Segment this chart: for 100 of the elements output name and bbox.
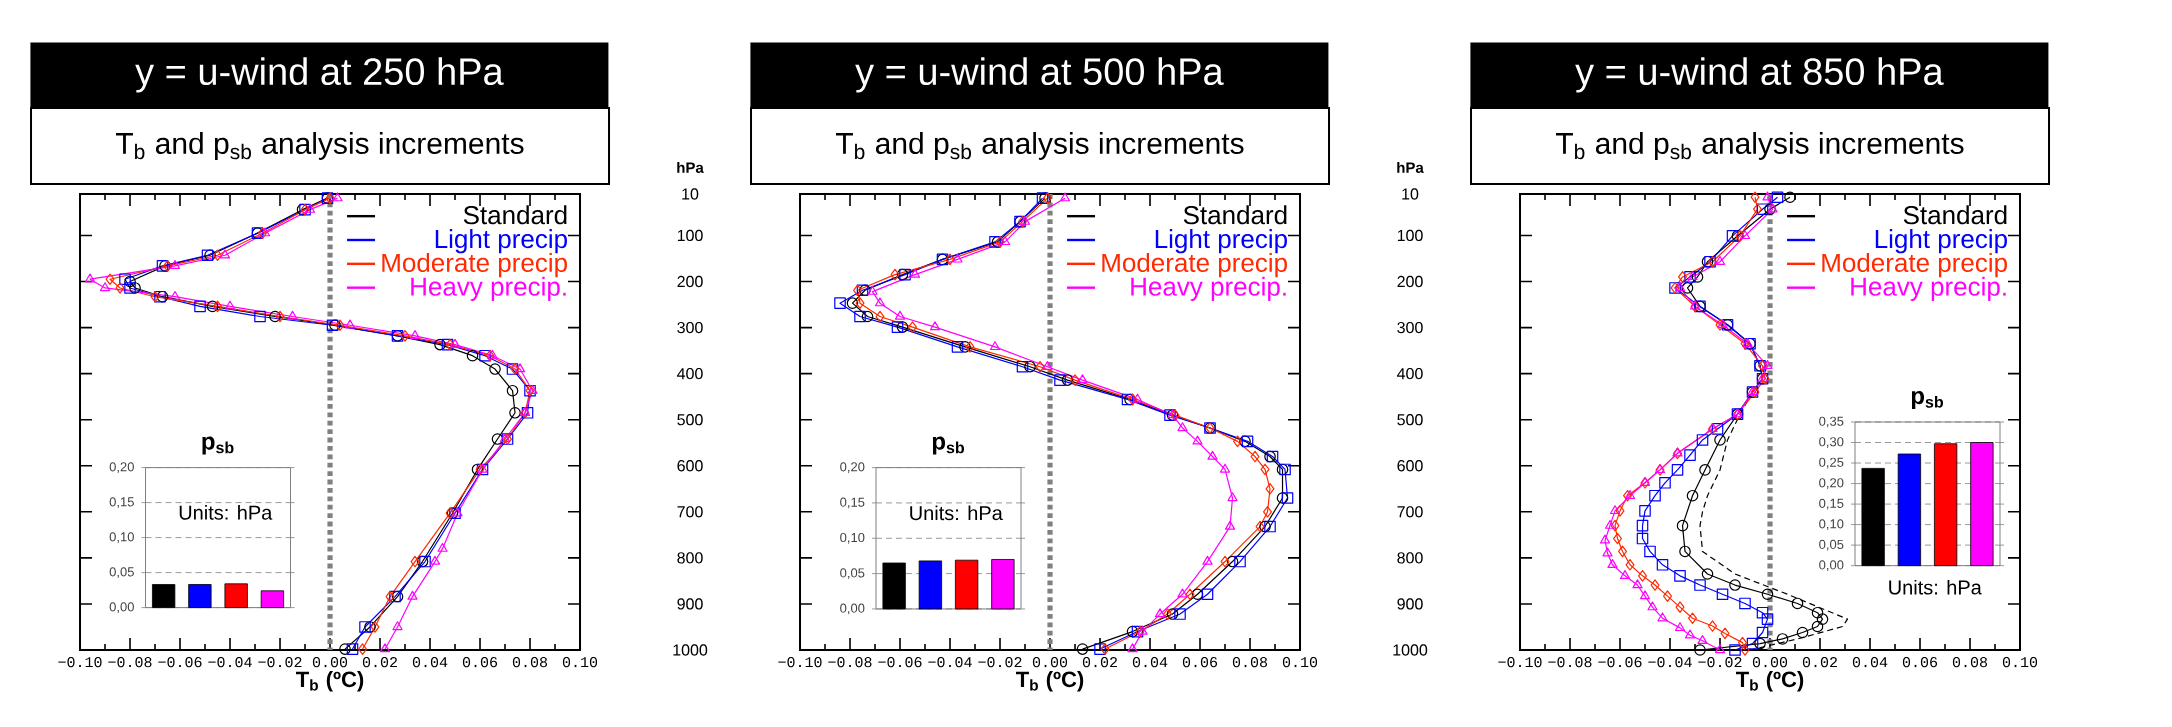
chart-title: y = u-wind at 250 hPa [135,57,504,93]
x-tick-label: 0.10 [562,657,598,668]
legend-label: Heavy precip. [1851,276,2006,301]
y-tick-label: 100 [677,229,703,242]
y-tick-label: 0,10 [109,532,134,543]
annotation: Units: hPa [179,505,273,520]
y-tick-label: 800 [1397,552,1423,564]
x-tick-label: −0.06 [878,657,922,668]
x-tick-label: 0.06 [462,657,498,668]
x-tick-label: 0.00 [1752,657,1788,668]
y-tick-label: 10 [1402,188,1419,200]
y-tick-label: 1000 [673,644,708,656]
y-tick-label: 900 [677,598,703,610]
y-tick-label: 400 [1397,367,1423,380]
chart-title: y = u-wind at 850 hPa [1575,57,1944,93]
y-tick-label: 0,00 [840,603,865,615]
x-tick-label: 0.02 [1082,657,1117,668]
y-tick-label: 1000 [1393,644,1428,656]
y-tick-label: 0,20 [840,462,865,473]
x-tick-label: 0.04 [412,657,448,668]
x-tick-label: −0.08 [1548,657,1592,668]
y-tick-label: 500 [1397,414,1423,426]
chart-subtitle: T$_{b}$ and p$_{sb}$ analysis increments [835,132,1244,160]
y-tick-label: 500 [677,414,703,426]
legend-label: Heavy precip. [411,276,566,301]
y-tick-label: 0,20 [109,462,134,473]
legend-label: Moderate precip [1102,252,1287,278]
legend-label: Light precip [435,229,567,254]
y-tick-label: 0,15 [840,497,865,509]
y-tick-label: 400 [677,367,703,380]
x-tick-label: 0.08 [1952,657,1988,668]
y-tick-label: 900 [1397,598,1423,610]
x-tick-label: −0.04 [208,657,252,668]
legend-label: Moderate precip [1822,252,2007,278]
y-tick-label: 0,05 [109,567,134,578]
legend-label: Standard [463,205,567,225]
x-tick-label: −0.02 [1698,657,1742,668]
x-tick-label: 0.06 [1902,657,1938,668]
y-tick-label: 600 [1397,460,1423,472]
x-tick-label: 0.00 [1032,657,1068,668]
x-tick-label: 0.02 [1802,657,1837,668]
y-tick-label: 0,05 [840,568,865,579]
x-tick-label: −0.08 [108,657,152,668]
y-tick-label: 0,00 [109,602,134,613]
x-tick-label: 0.02 [362,657,397,668]
y-tick-label: 700 [1397,506,1423,518]
chart-title: p$_{sb}$ [202,436,234,455]
x-tick-label: −0.04 [1648,657,1692,668]
x-tick-label: −0.08 [828,657,872,668]
chart-subtitle: T$_{b}$ and p$_{sb}$ analysis increments [116,132,524,160]
y-tick-label: 0,25 [1819,457,1844,469]
x-tick-label: −0.04 [928,657,972,668]
x-axis-title: T$_{b}$ (ºC) [296,670,364,692]
legend-label: Heavy precip. [1131,276,1286,301]
y-tick-label: 0,15 [109,497,134,508]
y-tick-label: 700 [677,506,703,518]
x-tick-label: 0.08 [512,657,548,668]
x-tick-label: 0.04 [1132,657,1168,668]
y-tick-label: 300 [1397,321,1423,334]
legend-label: Moderate precip [382,252,567,278]
x-axis-title: T$_{b}$ (ºC) [1016,670,1084,692]
chart-subtitle: T$_{b}$ and p$_{sb}$ analysis increments [1555,132,1964,160]
annotation: Units: hPa [1889,579,1982,595]
y-axis-title: hPa [1397,161,1424,173]
y-tick-label: 800 [677,552,703,564]
chart-title: p$_{sb}$ [1911,391,1944,409]
y-tick-label: 0,15 [1819,498,1844,510]
x-tick-label: −0.10 [1498,657,1542,668]
x-tick-label: 0.10 [2002,657,2038,668]
y-tick-label: 0,30 [1819,437,1844,448]
y-tick-label: 0,10 [840,532,865,544]
x-tick-label: −0.06 [1598,657,1642,668]
y-axis-title: hPa [677,161,704,173]
y-tick-label: 300 [677,321,703,334]
x-tick-label: −0.06 [158,657,202,668]
chart-title: p$_{sb}$ [932,436,965,455]
x-tick-label: 0.06 [1182,657,1218,668]
legend-label: Standard [1903,205,2007,225]
annotation: Units: hPa [910,505,1003,521]
x-tick-label: −0.02 [978,657,1022,668]
y-tick-label: 0,20 [1819,478,1844,489]
x-axis-title: T$_{b}$ (ºC) [1736,670,1804,692]
legend-label: Light precip [1875,229,2007,254]
y-tick-label: 10 [682,188,699,200]
y-tick-label: 600 [677,460,703,472]
y-tick-label: 0,05 [1819,539,1844,551]
x-tick-label: 0.04 [1852,657,1888,668]
legend-label: Standard [1183,205,1287,225]
y-tick-label: 0,35 [1819,416,1844,428]
x-tick-label: 0.00 [312,657,348,668]
y-tick-label: 200 [677,275,703,288]
x-tick-label: −0.10 [58,657,102,668]
legend-label: Light precip [1155,229,1287,254]
x-tick-label: −0.02 [258,657,302,668]
chart-title: y = u-wind at 500 hPa [855,57,1224,93]
y-tick-label: 0,10 [1819,519,1844,530]
y-tick-label: 0,00 [1819,560,1844,572]
x-tick-label: −0.10 [778,657,822,668]
x-tick-label: 0.10 [1282,657,1318,668]
y-tick-label: 200 [1397,275,1423,288]
